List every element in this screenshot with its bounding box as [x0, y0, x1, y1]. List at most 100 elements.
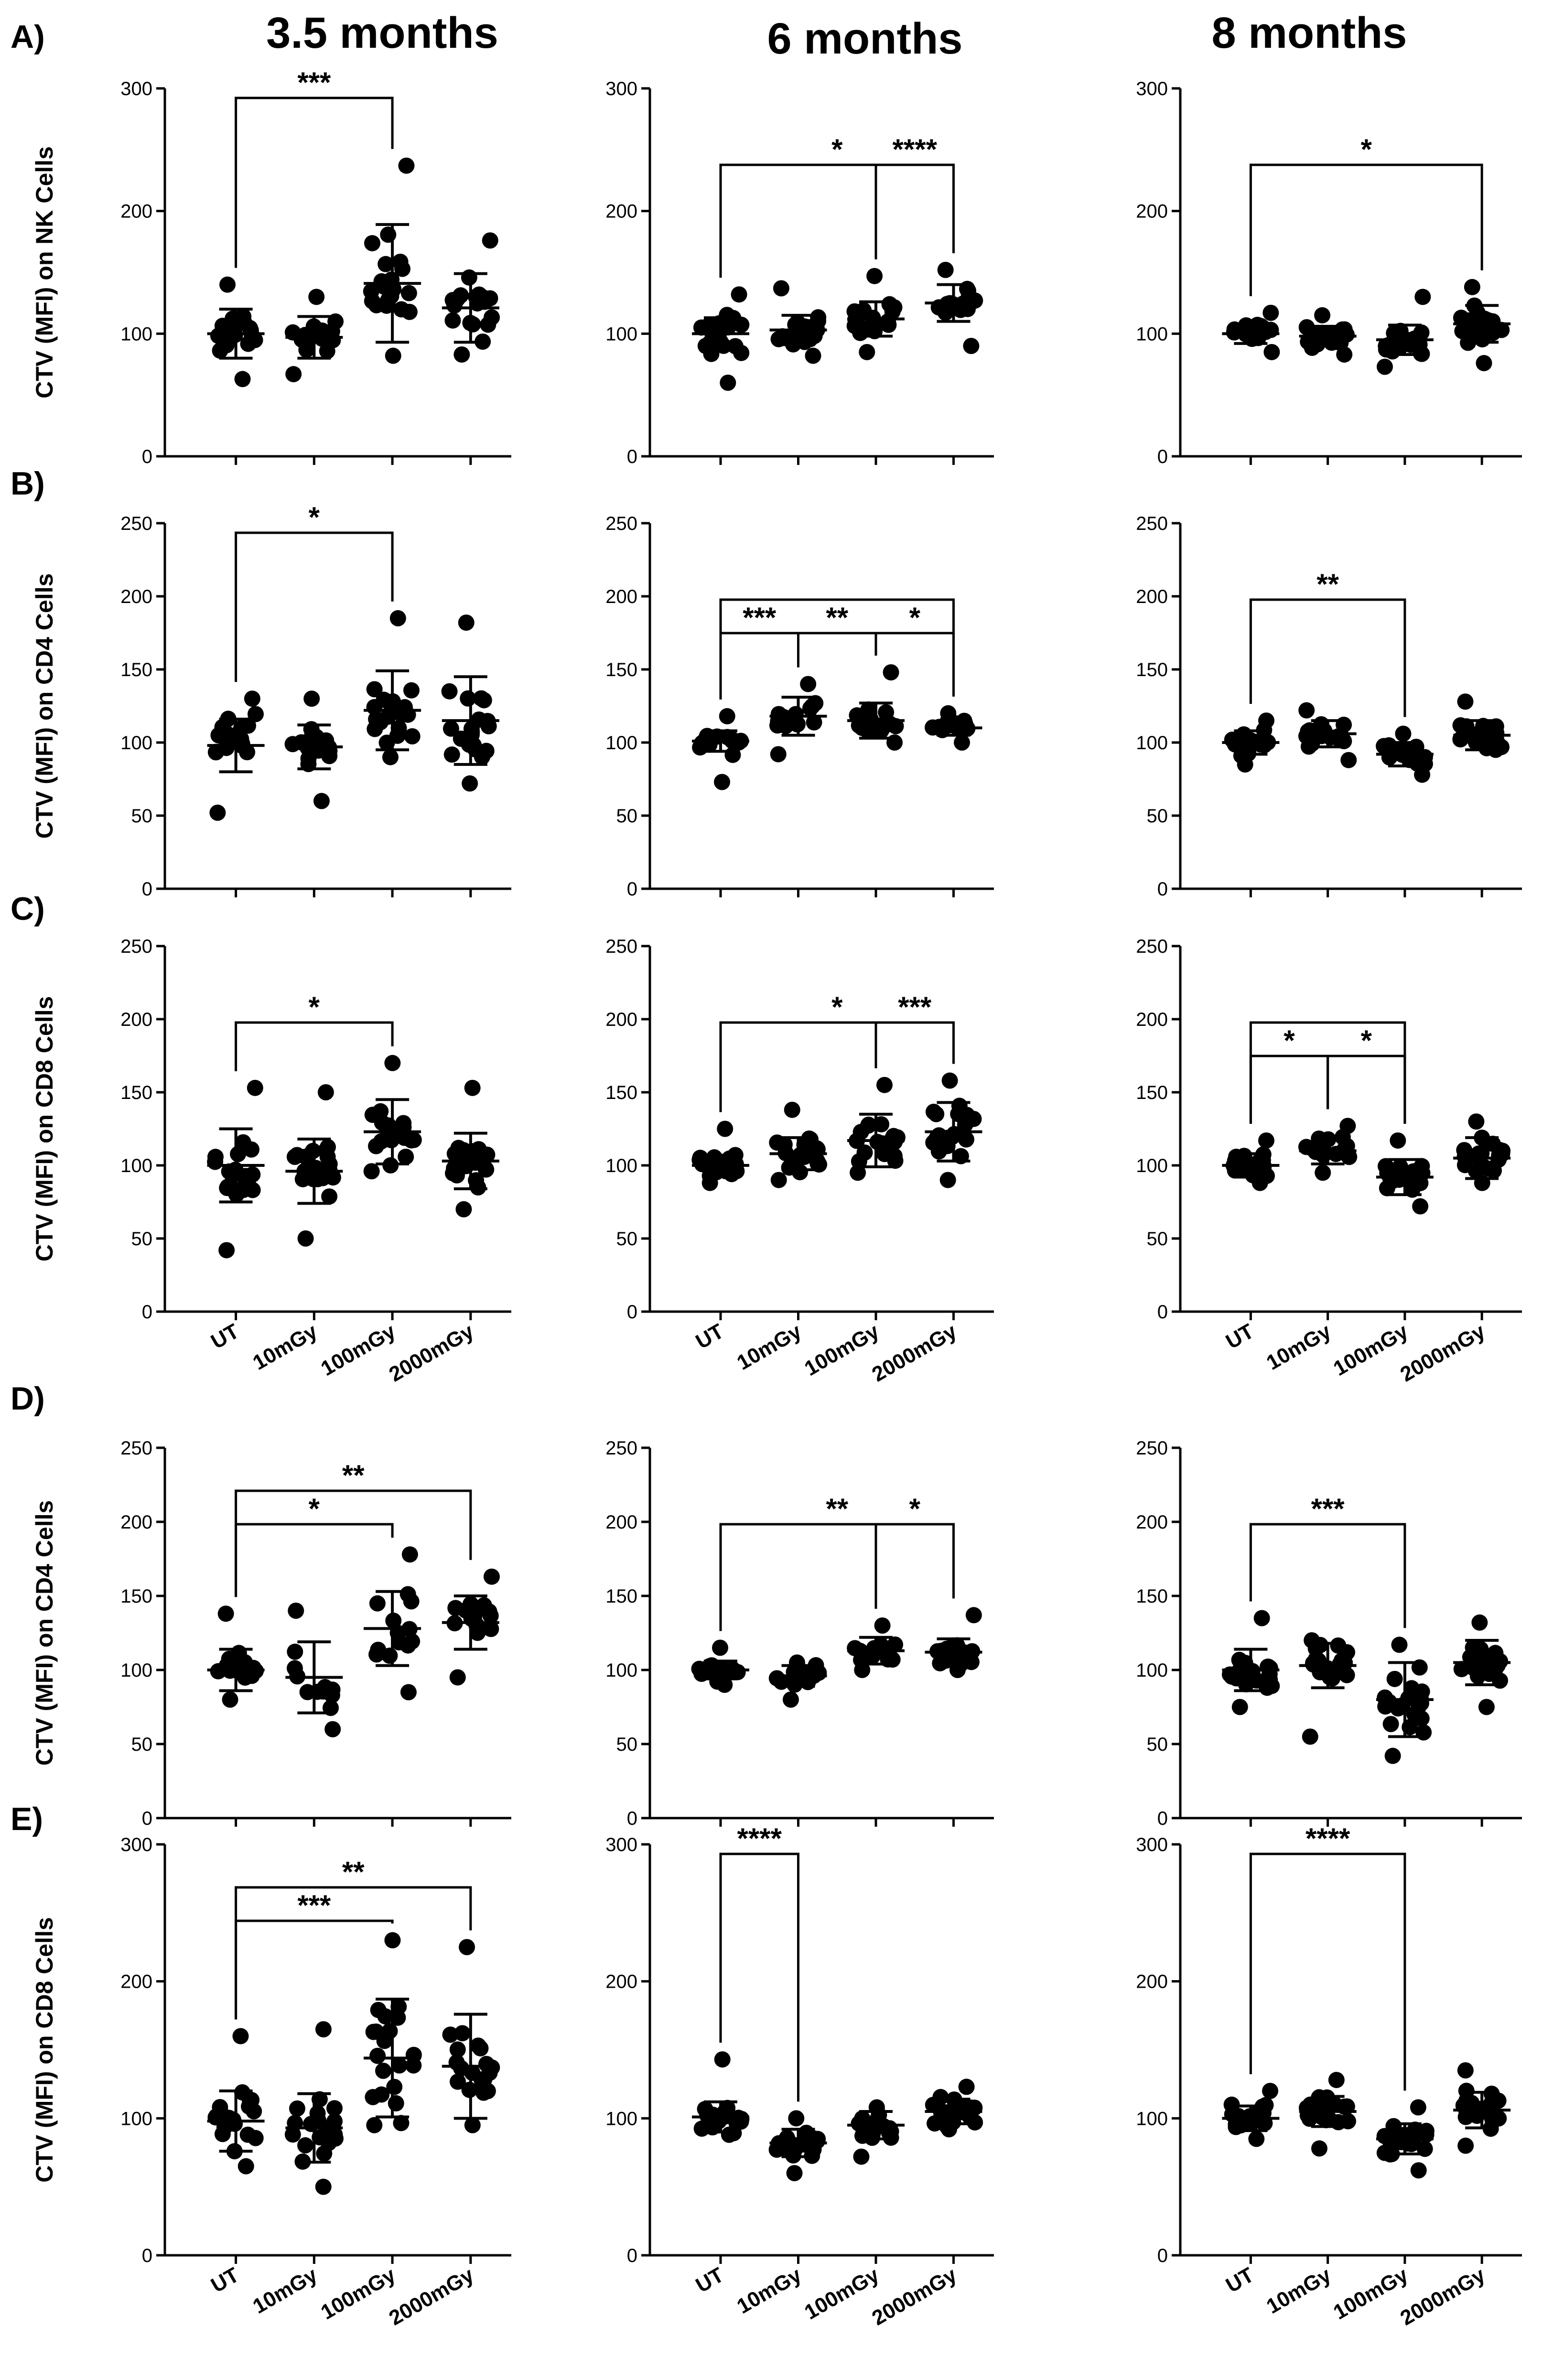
data-point [806, 714, 822, 731]
data-point [770, 1172, 787, 1188]
significance-bracket [874, 1021, 955, 1068]
data-point [928, 1106, 945, 1122]
data-point [1391, 1637, 1408, 1653]
y-tick-label: 200 [605, 1009, 637, 1030]
y-tick-label: 100 [605, 732, 637, 754]
data-point [1413, 324, 1430, 341]
x-category-label: 2000mGy [385, 1319, 478, 1387]
y-tick-label: 150 [605, 659, 637, 680]
y-tick-label: 150 [605, 1082, 637, 1103]
data-point [289, 2100, 305, 2117]
y-tick-label: 150 [120, 659, 152, 680]
significance-bracket [874, 1523, 955, 1609]
y-tick-label: 50 [616, 1734, 638, 1755]
data-point [1338, 1667, 1355, 1683]
data-point [303, 721, 320, 738]
significance-bracket [719, 632, 799, 700]
column-title-6-months: 6 months [767, 14, 963, 63]
data-point [1336, 733, 1352, 750]
data-point [853, 720, 870, 736]
panel-a-3: 0 100 200 300 * [1136, 78, 1522, 467]
y-tick-label: 0 [627, 1808, 637, 1829]
data-point [958, 1131, 974, 1148]
data-point [455, 1142, 472, 1158]
data-point [365, 2089, 381, 2105]
row-letter-e: E) [11, 1801, 43, 1837]
data-point [400, 285, 417, 302]
data-point [965, 1607, 982, 1624]
data-point [1340, 752, 1357, 768]
data-point [1328, 2072, 1345, 2089]
data-point [805, 347, 821, 364]
significance-bracket [235, 97, 394, 268]
data-point [382, 749, 399, 765]
y-tick-label: 250 [605, 513, 637, 534]
data-point [1262, 2083, 1279, 2099]
y-axis-label: CTV (MFI) on CD8 Cells [31, 996, 58, 1262]
y-tick-label: 150 [1136, 659, 1168, 680]
data-point [784, 1101, 800, 1118]
y-tick-label: 150 [120, 1082, 152, 1103]
y-tick-label: 100 [120, 1660, 152, 1681]
data-point [326, 2100, 343, 2117]
data-point [853, 2148, 870, 2165]
data-point [1305, 325, 1322, 342]
data-point [473, 690, 490, 707]
significance-bracket [235, 1489, 472, 1597]
data-point [1410, 2099, 1426, 2116]
data-point [1391, 1171, 1408, 1188]
data-point [321, 1188, 338, 1205]
data-point [454, 2025, 471, 2042]
data-point [1318, 2112, 1335, 2129]
data-point [303, 690, 320, 707]
y-tick-label: 0 [142, 2245, 152, 2266]
data-point [392, 253, 409, 270]
x-category-label: 2000mGy [868, 2263, 961, 2330]
y-tick-label: 0 [142, 879, 152, 900]
data-point [847, 1640, 863, 1657]
y-tick-label: 300 [605, 78, 637, 99]
y-tick-label: 200 [120, 586, 152, 607]
data-point [1476, 355, 1492, 371]
data-point [221, 1650, 237, 1667]
data-point [714, 2051, 731, 2068]
data-point [310, 2112, 327, 2129]
y-tick-label: 250 [605, 936, 637, 957]
y-tick-label: 100 [120, 323, 152, 345]
data-point [475, 2084, 492, 2101]
y-tick-label: 100 [1136, 1155, 1168, 1176]
data-point [1410, 2162, 1427, 2179]
data-point [773, 280, 789, 297]
y-tick-label: 100 [1136, 323, 1168, 345]
data-point [1409, 755, 1425, 772]
data-point [1338, 326, 1355, 343]
data-point [449, 290, 466, 307]
x-category-label: 2000mGy [385, 2263, 478, 2330]
y-tick-label: 0 [1157, 1302, 1168, 1323]
data-point [449, 1669, 466, 1686]
x-category-label: UT [692, 2263, 728, 2297]
data-point [733, 316, 750, 333]
x-category-label: 10mGy [733, 1319, 806, 1375]
significance-label: * [309, 501, 320, 533]
data-point [776, 1136, 793, 1153]
y-tick-label: 200 [1136, 586, 1168, 607]
y-tick-label: 250 [120, 513, 152, 534]
data-point [393, 2115, 410, 2132]
significance-label: *** [898, 991, 932, 1023]
y-axis-label: CTV (MFI) on NK Cells [31, 146, 58, 398]
data-point [297, 1230, 314, 1247]
y-tick-label: 100 [120, 732, 152, 754]
data-point [1413, 1683, 1430, 1700]
data-point [1464, 279, 1480, 295]
data-point [954, 734, 971, 751]
y-tick-label: 100 [605, 1155, 637, 1176]
data-point [731, 286, 747, 303]
y-tick-label: 200 [120, 201, 152, 222]
data-point [1478, 312, 1494, 329]
data-point [782, 1691, 799, 1708]
data-point [375, 2062, 392, 2079]
data-point [886, 1148, 903, 1164]
row-letter-b: B) [11, 465, 45, 502]
